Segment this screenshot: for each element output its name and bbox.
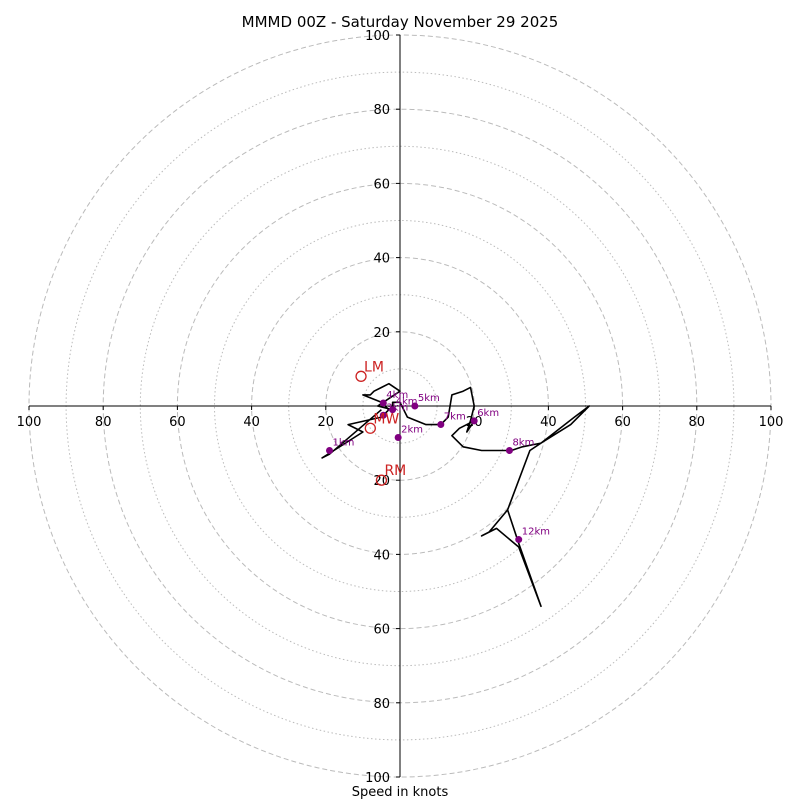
height-marker-label: 4km (396, 397, 418, 408)
storm-motion-marker (364, 422, 376, 434)
y-tick-label: 100 (365, 771, 390, 786)
storm-motions: LM RM MW (355, 359, 406, 486)
x-tick-label: 20 (318, 415, 335, 430)
height-marker-dot (326, 447, 334, 455)
height-marker-dot (379, 411, 387, 419)
chart-title: MMMD 00Z - Saturday November 29 2025 (242, 13, 559, 31)
storm-motion-label: RM (384, 463, 406, 479)
height-marker-dot (505, 447, 513, 455)
x-tick-label: 60 (169, 415, 186, 430)
y-tick-label: 80 (373, 103, 390, 118)
hodograph-line (321, 382, 591, 608)
tick-labels: 1008060402020406080100100806040202040608… (17, 29, 784, 786)
x-tick-label: 60 (614, 415, 631, 430)
height-marker-dot (515, 536, 523, 544)
height-marker-label: 1km (333, 438, 355, 449)
height-marker-dot (437, 421, 445, 429)
tick-marks (28, 34, 772, 778)
storm-motion-marker (375, 474, 388, 486)
height-marker-label: 8km (512, 438, 534, 449)
height-marker-label: 7km (444, 412, 466, 423)
x-tick-label: 80 (689, 415, 706, 430)
height-marker-label: 3km (386, 402, 408, 413)
height-marker-label: 12km (522, 527, 550, 538)
height-marker-label: 4km (386, 390, 408, 401)
y-tick-label: 60 (373, 623, 390, 638)
height-marker-dot (394, 434, 402, 442)
hodograph-trace (321, 382, 591, 608)
height-marker-label: 5km (418, 393, 440, 404)
x-axis-label: Speed in knots (352, 785, 449, 800)
axes (29, 35, 771, 777)
height-marker-dot (411, 402, 419, 410)
y-tick-label: 100 (365, 29, 390, 44)
height-marker-dot (470, 417, 478, 425)
y-tick-label: 20 (373, 326, 390, 341)
storm-motion-label: MW (373, 411, 399, 427)
y-tick-label: 60 (373, 177, 390, 192)
x-tick-label: 100 (17, 415, 42, 430)
x-tick-label: 40 (540, 415, 557, 430)
height-marker-label: 6km (477, 408, 499, 419)
x-tick-label: 100 (759, 415, 784, 430)
y-tick-label: 40 (373, 548, 390, 563)
x-tick-label: 80 (95, 415, 112, 430)
storm-motion-label: LM (364, 359, 384, 375)
y-tick-label: 40 (373, 252, 390, 267)
y-tick-label: 80 (373, 697, 390, 712)
x-tick-label: 40 (243, 415, 260, 430)
height-marker-dot (389, 406, 397, 414)
height-marker-label: 2km (401, 425, 423, 436)
height-marker-dot (379, 399, 387, 407)
storm-motion-marker (355, 370, 367, 382)
